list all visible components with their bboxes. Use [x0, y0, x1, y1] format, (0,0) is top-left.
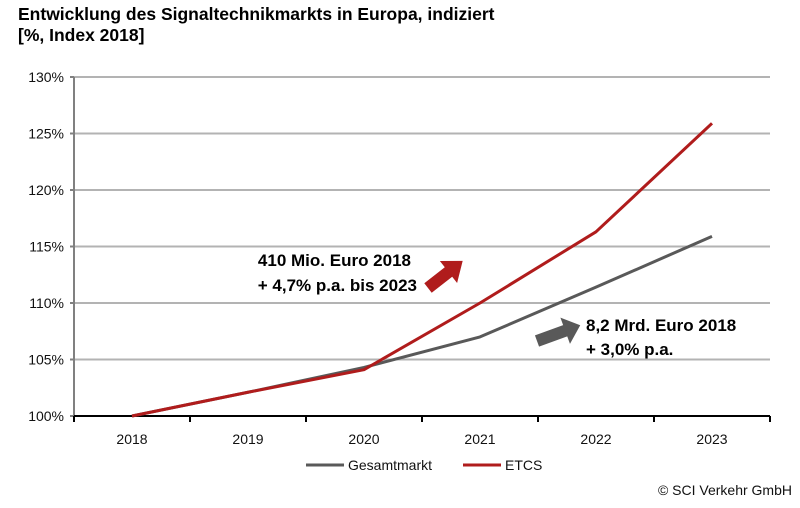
x-axis-ticks: 2018 2019 2020 2021 2022 2023 [73, 416, 771, 447]
legend: Gesamtmarkt ETCS [306, 457, 542, 473]
chart-title-line: Entwicklung des Signaltechnikmarkts in E… [18, 4, 495, 24]
gridlines [74, 76, 770, 361]
x-tick-label: 2019 [232, 431, 263, 447]
etcs-annotation-line-1: 410 Mio. Euro 2018 [258, 251, 411, 270]
gesamtmarkt-annotation-line-1: 8,2 Mrd. Euro 2018 [586, 316, 736, 335]
legend-label-gesamtmarkt: Gesamtmarkt [348, 457, 432, 473]
y-tick-label: 105% [28, 352, 64, 368]
y-tick-label: 130% [28, 69, 64, 85]
chart-subtitle: [%, Index 2018] [18, 25, 145, 45]
y-axis-ticks: 100% 105% 110% 115% 120% 125% 130% [28, 69, 74, 424]
legend-label-etcs: ETCS [505, 457, 542, 473]
y-tick-label: 120% [28, 182, 64, 198]
series-line-etcs [131, 122, 714, 418]
gesamtmarkt-growth-arrow-icon [534, 317, 581, 347]
etcs-annotation-line-2: + 4,7% p.a. bis 2023 [258, 276, 417, 295]
x-tick-label: 2021 [464, 431, 495, 447]
copyright-notice: © SCI Verkehr GmbH [657, 482, 792, 498]
x-tick-label: 2020 [348, 431, 379, 447]
y-tick-label: 125% [28, 126, 64, 142]
x-tick-label: 2023 [696, 431, 727, 447]
series-lines [131, 122, 714, 418]
gesamtmarkt-annotation-line-2: + 3,0% p.a. [586, 340, 673, 359]
y-tick-label: 115% [29, 239, 64, 255]
x-tick-label: 2022 [580, 431, 611, 447]
etcs-growth-arrow-icon [424, 260, 463, 293]
y-tick-label: 110% [29, 295, 64, 311]
y-tick-label: 100% [28, 408, 64, 424]
x-tick-label: 2018 [116, 431, 147, 447]
chart-title: Entwicklung des Signaltechnikmarkts in E… [18, 4, 494, 46]
